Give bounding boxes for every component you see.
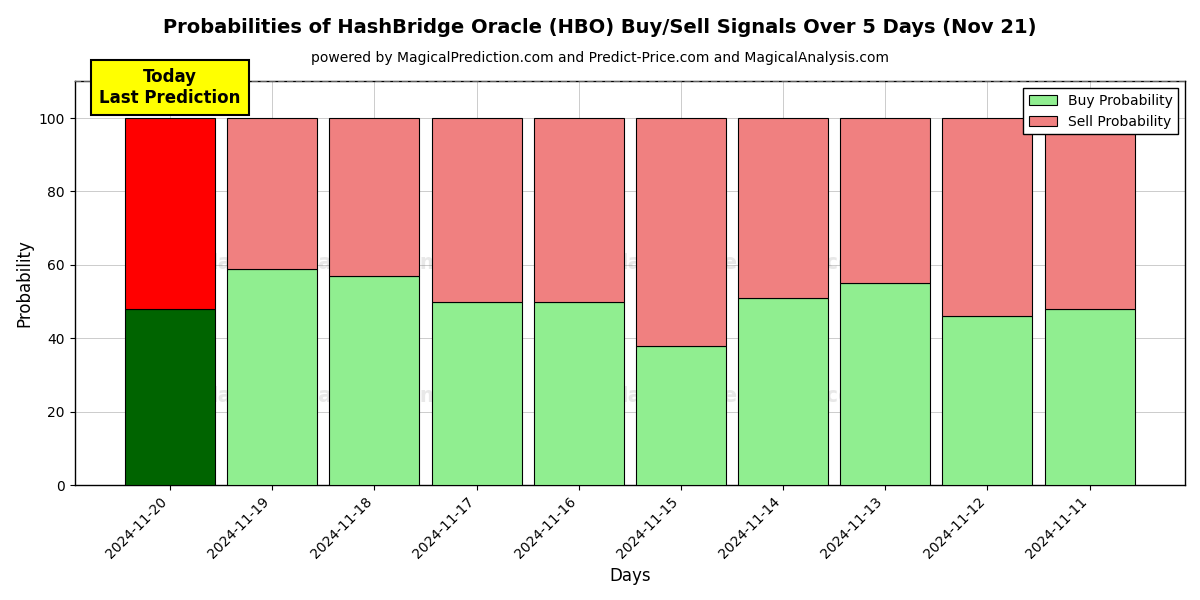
Text: MagicalPrediction.com: MagicalPrediction.com bbox=[607, 253, 875, 273]
Text: MagicalAnalysis.com: MagicalAnalysis.com bbox=[197, 386, 442, 406]
X-axis label: Days: Days bbox=[610, 567, 650, 585]
Bar bbox=[125, 309, 215, 485]
Y-axis label: Probability: Probability bbox=[16, 239, 34, 327]
Bar bbox=[1045, 118, 1134, 309]
Bar bbox=[534, 118, 624, 302]
Text: Today
Last Prediction: Today Last Prediction bbox=[100, 68, 241, 107]
Bar bbox=[125, 118, 215, 309]
Bar bbox=[227, 118, 317, 269]
Bar bbox=[330, 118, 419, 276]
Text: Probabilities of HashBridge Oracle (HBO) Buy/Sell Signals Over 5 Days (Nov 21): Probabilities of HashBridge Oracle (HBO)… bbox=[163, 18, 1037, 37]
Bar bbox=[840, 283, 930, 485]
Bar bbox=[738, 298, 828, 485]
Bar bbox=[432, 302, 522, 485]
Bar bbox=[738, 118, 828, 298]
Text: MagicalAnalysis.com: MagicalAnalysis.com bbox=[197, 253, 442, 273]
Bar bbox=[1045, 309, 1134, 485]
Bar bbox=[942, 316, 1032, 485]
Bar bbox=[227, 269, 317, 485]
Bar bbox=[534, 302, 624, 485]
Text: MagicalPrediction.com: MagicalPrediction.com bbox=[607, 386, 875, 406]
Bar bbox=[636, 118, 726, 346]
Bar bbox=[942, 118, 1032, 316]
Bar bbox=[636, 346, 726, 485]
Bar bbox=[432, 118, 522, 302]
Bar bbox=[330, 276, 419, 485]
Legend: Buy Probability, Sell Probability: Buy Probability, Sell Probability bbox=[1024, 88, 1178, 134]
Bar bbox=[840, 118, 930, 283]
Text: powered by MagicalPrediction.com and Predict-Price.com and MagicalAnalysis.com: powered by MagicalPrediction.com and Pre… bbox=[311, 51, 889, 65]
